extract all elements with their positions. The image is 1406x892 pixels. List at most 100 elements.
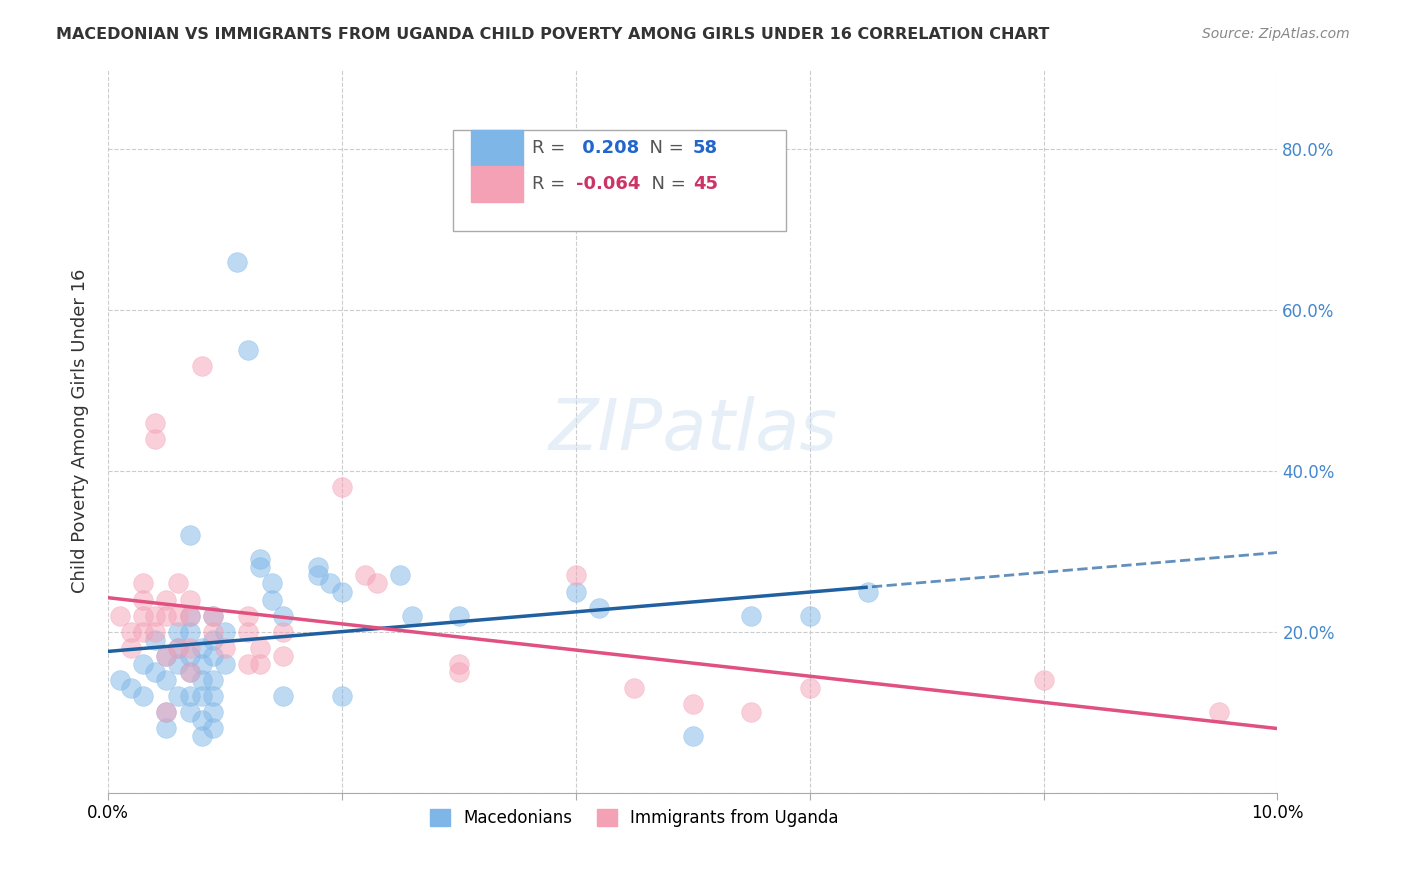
Point	[682, 729, 704, 743]
Point	[447, 657, 470, 671]
Point	[740, 705, 762, 719]
Point	[564, 568, 586, 582]
Point	[155, 648, 177, 663]
Point	[190, 657, 212, 671]
Point	[249, 560, 271, 574]
Point	[179, 640, 201, 655]
Point	[202, 673, 225, 687]
Point	[155, 705, 177, 719]
Point	[190, 729, 212, 743]
Point	[167, 624, 190, 639]
Point	[447, 608, 470, 623]
Point	[190, 673, 212, 687]
Y-axis label: Child Poverty Among Girls Under 16: Child Poverty Among Girls Under 16	[72, 268, 89, 593]
Point	[155, 592, 177, 607]
Point	[202, 608, 225, 623]
Point	[143, 624, 166, 639]
Point	[260, 592, 283, 607]
Text: R =: R =	[533, 176, 571, 194]
Point	[238, 343, 260, 358]
Point	[167, 608, 190, 623]
Point	[354, 568, 377, 582]
Point	[179, 705, 201, 719]
Point	[202, 632, 225, 647]
Point	[179, 528, 201, 542]
Legend: Macedonians, Immigrants from Uganda: Macedonians, Immigrants from Uganda	[422, 800, 848, 835]
Point	[155, 673, 177, 687]
Text: 0.208: 0.208	[575, 139, 638, 157]
Point	[225, 254, 247, 268]
Point	[238, 657, 260, 671]
Point	[190, 713, 212, 727]
Point	[682, 697, 704, 711]
Point	[179, 665, 201, 679]
Point	[132, 624, 155, 639]
Point	[190, 640, 212, 655]
Point	[167, 640, 190, 655]
Point	[179, 648, 201, 663]
Point	[108, 673, 131, 687]
Point	[108, 608, 131, 623]
Point	[249, 552, 271, 566]
Point	[202, 705, 225, 719]
Text: N =: N =	[640, 176, 692, 194]
Text: Source: ZipAtlas.com: Source: ZipAtlas.com	[1202, 27, 1350, 41]
Point	[179, 624, 201, 639]
Point	[1208, 705, 1230, 719]
Point	[273, 648, 295, 663]
Point	[249, 640, 271, 655]
Point	[132, 689, 155, 703]
Point	[273, 608, 295, 623]
Point	[202, 608, 225, 623]
Point	[740, 608, 762, 623]
Point	[155, 648, 177, 663]
Point	[143, 432, 166, 446]
Point	[155, 608, 177, 623]
Point	[260, 576, 283, 591]
Point	[799, 608, 821, 623]
FancyBboxPatch shape	[453, 130, 786, 231]
Point	[330, 689, 353, 703]
Point	[366, 576, 388, 591]
Point	[623, 681, 645, 695]
Point	[179, 689, 201, 703]
Point	[179, 665, 201, 679]
Point	[330, 480, 353, 494]
Point	[120, 681, 142, 695]
Point	[120, 624, 142, 639]
Point	[132, 576, 155, 591]
Text: R =: R =	[533, 139, 571, 157]
Point	[143, 632, 166, 647]
Point	[190, 359, 212, 374]
Point	[249, 657, 271, 671]
FancyBboxPatch shape	[471, 166, 523, 202]
Text: -0.064: -0.064	[575, 176, 640, 194]
Text: N =: N =	[638, 139, 689, 157]
Point	[143, 608, 166, 623]
Point	[308, 568, 330, 582]
Point	[588, 600, 610, 615]
Point	[120, 640, 142, 655]
Text: 58: 58	[693, 139, 718, 157]
Point	[190, 689, 212, 703]
Point	[1032, 673, 1054, 687]
Point	[143, 665, 166, 679]
Point	[214, 624, 236, 639]
Point	[214, 640, 236, 655]
Point	[238, 608, 260, 623]
Point	[179, 592, 201, 607]
Point	[273, 689, 295, 703]
Point	[799, 681, 821, 695]
Point	[564, 584, 586, 599]
Point	[179, 608, 201, 623]
Point	[155, 705, 177, 719]
Point	[308, 560, 330, 574]
Point	[155, 721, 177, 735]
Point	[202, 648, 225, 663]
Point	[273, 624, 295, 639]
Point	[238, 624, 260, 639]
Point	[856, 584, 879, 599]
Point	[202, 624, 225, 639]
Point	[167, 640, 190, 655]
Point	[330, 584, 353, 599]
